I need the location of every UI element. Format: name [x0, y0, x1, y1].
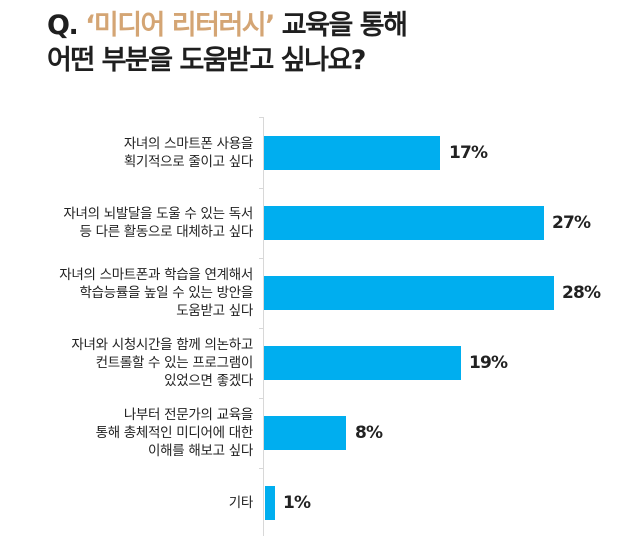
label-line: 있었으면 좋겠다: [164, 373, 253, 389]
bar: [264, 136, 440, 170]
category-label: 기타: [228, 494, 254, 512]
title-suffix: 교육을 통해: [273, 10, 408, 41]
value-label: 28%: [562, 283, 601, 303]
label-line: 기타: [228, 495, 254, 511]
label-line: 자녀의 스마트폰 사용을: [123, 136, 253, 152]
label-line: 학습능률을 높일 수 있는 방안을: [79, 285, 253, 301]
label-line: 자녀의 스마트폰과 학습을 연계해서: [59, 267, 253, 283]
axis-tick: [259, 258, 263, 259]
value-label: 8%: [355, 423, 383, 443]
y-axis-line: [263, 117, 264, 536]
title-prefix: Q.: [47, 10, 86, 41]
label-line: 통해 총체적인 미디어에 대한: [95, 425, 254, 441]
label-line: 등 다른 활동으로 대체하고 싶다: [79, 224, 253, 240]
category-label: 자녀의 뇌발달을 도울 수 있는 독서 등 다른 활동으로 대체하고 싶다: [63, 205, 253, 241]
label-line: 이해를 해보고 싶다: [148, 443, 253, 459]
label-line: 자녀의 뇌발달을 도울 수 있는 독서: [63, 206, 253, 222]
value-label: 1%: [283, 493, 311, 513]
label-line: 컨트롤할 수 있는 프로그램이: [95, 355, 254, 371]
label-line: 나부터 전문가의 교육을: [123, 407, 253, 423]
axis-tick: [259, 188, 263, 189]
axis-tick: [259, 328, 263, 329]
axis-tick: [259, 398, 263, 399]
value-label: 19%: [469, 353, 508, 373]
bar: [264, 276, 554, 310]
label-line: 도움받고 싶다: [176, 303, 253, 319]
label-line: 획기적으로 줄이고 싶다: [123, 154, 253, 170]
bar: [264, 206, 544, 240]
value-label: 17%: [449, 143, 488, 163]
chart-title: Q. ‘미디어 리터러시’ 교육을 통해 어떤 부분을 도움받고 싶나요?: [47, 8, 408, 78]
category-label: 나부터 전문가의 교육을 통해 총체적인 미디어에 대한 이해를 해보고 싶다: [95, 406, 254, 460]
title-line-2: 어떤 부분을 도움받고 싶나요?: [47, 45, 366, 76]
axis-tick: [259, 117, 263, 118]
bar: [264, 416, 346, 450]
title-accent: ‘미디어 리터러시’: [85, 10, 275, 41]
category-label: 자녀와 시청시간을 함께 의논하고 컨트롤할 수 있는 프로그램이 있었으면 좋…: [71, 336, 253, 390]
bar: [264, 346, 461, 380]
category-label: 자녀의 스마트폰 사용을 획기적으로 줄이고 싶다: [124, 135, 253, 171]
category-label: 자녀의 스마트폰과 학습을 연계해서 학습능률을 높일 수 있는 방안을 도움받…: [59, 266, 253, 320]
title-line-1: Q. ‘미디어 리터러시’ 교육을 통해: [47, 8, 408, 43]
label-line: 자녀와 시청시간을 함께 의논하고: [71, 337, 253, 353]
bar: [265, 486, 275, 520]
axis-tick: [259, 468, 263, 469]
value-label: 27%: [552, 213, 591, 233]
